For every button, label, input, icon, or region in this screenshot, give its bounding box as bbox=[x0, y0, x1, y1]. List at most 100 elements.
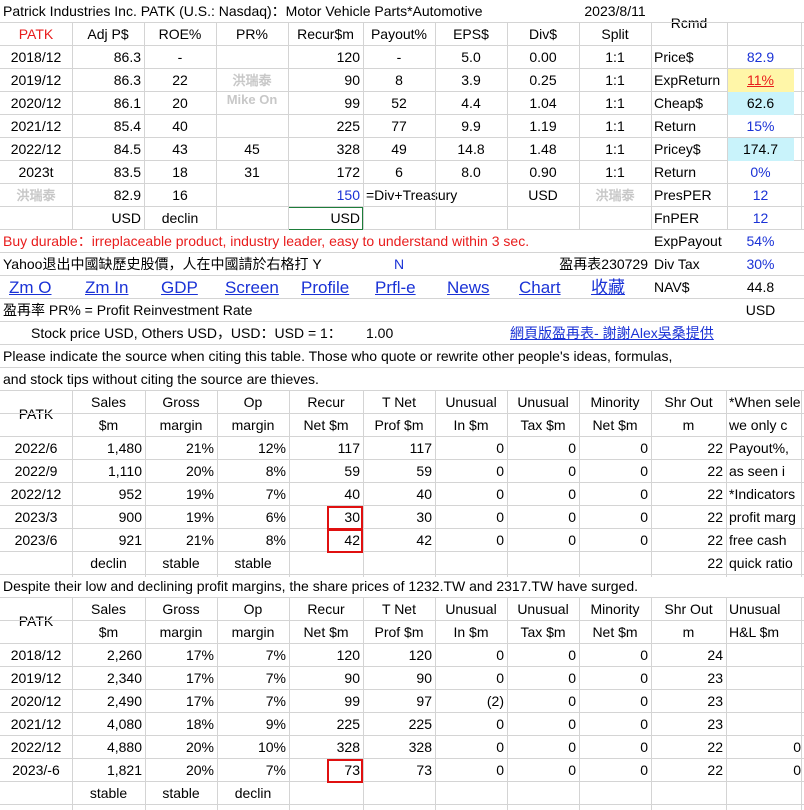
gridline bbox=[435, 23, 436, 230]
highlight-box bbox=[327, 506, 363, 530]
gridline bbox=[0, 367, 804, 368]
quarterly-cell: 0 bbox=[568, 486, 576, 502]
pr-definition: 盈再率 PR% = Profit Reinvestment Rate bbox=[3, 302, 253, 318]
annual-top-header: Div$ bbox=[528, 26, 557, 42]
annual-top-cell: 328 bbox=[336, 141, 360, 157]
annual-top-cell bbox=[216, 46, 288, 69]
annual-top-cell: 90 bbox=[344, 72, 360, 88]
right-panel-value: 30% bbox=[746, 256, 775, 272]
annual-bottom-cell: declin bbox=[234, 785, 272, 801]
annual-bottom-cell bbox=[363, 782, 435, 805]
quarterly-cell: 921 bbox=[118, 532, 142, 548]
annual-bottom-cell: 0 bbox=[640, 647, 648, 663]
gridline bbox=[289, 598, 290, 810]
nav-link[interactable]: Chart bbox=[519, 278, 561, 297]
pr-def-row: 盈再率 PR% = Profit Reinvestment Rate bbox=[0, 299, 804, 322]
quarterly-header: Shr Out bbox=[664, 394, 713, 410]
buy-note: Buy durable：irreplaceable product, indus… bbox=[3, 233, 530, 249]
gridline bbox=[0, 528, 804, 529]
annual-top-cell: 0.90 bbox=[529, 164, 557, 180]
right-panel-label: PresPER bbox=[654, 187, 712, 203]
gridline bbox=[0, 206, 804, 207]
gridline bbox=[0, 551, 804, 552]
nav-link[interactable]: Profile bbox=[301, 278, 350, 297]
page-title: Patrick Industries Inc. PATK (U.S.: Nasd… bbox=[3, 3, 483, 19]
right-panel-label: Return bbox=[654, 118, 697, 134]
gridline bbox=[0, 620, 804, 621]
annual-bottom-cell: 20% bbox=[185, 762, 214, 778]
gridline bbox=[579, 23, 580, 230]
notice-text: Please indicate the source when citing t… bbox=[3, 348, 673, 364]
annual-top-row: 2019/12 86.3 22 90 8 3.9 0.25 1:1 bbox=[0, 69, 804, 92]
annual-bottom-cell: 0 bbox=[568, 716, 576, 732]
nav-link[interactable]: Prfl-e bbox=[375, 278, 416, 297]
annual-bottom-cell bbox=[726, 667, 804, 690]
annual-bottom-row: stable stable declin bbox=[0, 782, 804, 805]
quarterly-cell: 0 bbox=[640, 486, 648, 502]
gridline bbox=[0, 781, 804, 782]
quarterly-row: 2022/6 1,480 21% 12% 117 117 0 0 0 22 Payout%, bbox=[0, 437, 804, 460]
annual-bottom-cell: 2,260 bbox=[106, 647, 142, 663]
gridline bbox=[0, 91, 804, 92]
annual-bottom-row: 2019/12 2,340 17% 7% 90 90 0 0 0 23 bbox=[0, 667, 804, 690]
annual-top-cell: 99 bbox=[344, 95, 360, 111]
annual-bottom-cell bbox=[289, 782, 363, 805]
annual-bottom-cell: 0 bbox=[496, 670, 504, 686]
quarterly-header: Net $m bbox=[592, 417, 638, 433]
annual-top-cell: 洪瑞泰 bbox=[16, 188, 56, 203]
quarterly-header: Tax $m bbox=[520, 417, 566, 433]
buy-note-row: Buy durable：irreplaceable product, indus… bbox=[0, 230, 804, 253]
right-panel-label: NAV$ bbox=[654, 279, 690, 295]
right-panel-value: 62.6 bbox=[727, 92, 794, 115]
annual-top-row: 2021/12 85.4 40 225 77 9.9 1.19 1:1 bbox=[0, 115, 804, 138]
annual-top-cell: 83.5 bbox=[113, 164, 141, 180]
nav-link[interactable]: 收藏 bbox=[591, 278, 625, 297]
annual-bottom-cell: 4,080 bbox=[106, 716, 142, 732]
nav-link[interactable]: Zm In bbox=[85, 278, 129, 297]
quarterly-cell: 900 bbox=[118, 509, 142, 525]
annual-bottom-cell: 23 bbox=[707, 716, 723, 732]
gridline bbox=[579, 598, 580, 810]
gridline bbox=[0, 712, 804, 713]
nav-link[interactable]: News bbox=[447, 278, 490, 297]
gridline bbox=[72, 391, 73, 577]
annual-top-cell: 20 bbox=[172, 95, 188, 111]
gridline bbox=[145, 598, 146, 810]
right-panel-label: Div Tax bbox=[654, 256, 700, 272]
annual-bottom-cell: 7% bbox=[265, 762, 286, 778]
annual-bottom-cell: 73 bbox=[416, 762, 432, 778]
quarterly-header: Unusual bbox=[445, 394, 497, 410]
annual-top-cell: 40 bbox=[172, 118, 188, 134]
quarterly-cell: 42 bbox=[344, 532, 360, 548]
nav-link[interactable]: Zm O bbox=[9, 278, 52, 297]
gridline bbox=[0, 689, 804, 690]
annual-bottom-header: $m bbox=[98, 624, 119, 640]
gridline bbox=[216, 23, 217, 230]
gridline bbox=[0, 45, 804, 46]
quarterly-header: m bbox=[682, 417, 695, 433]
quarterly-cell: 0 bbox=[568, 532, 576, 548]
gridline bbox=[726, 598, 727, 810]
annual-top-cell: USD bbox=[330, 210, 360, 226]
annual-bottom-header-row: $m margin margin Net $m Prof $m In $m Tax $m Ne… bbox=[0, 621, 804, 644]
quarterly-cell: 2022/12 bbox=[10, 486, 62, 502]
gridline bbox=[0, 68, 804, 69]
nav-link[interactable]: Screen bbox=[225, 278, 279, 297]
annual-top-header: Payout% bbox=[370, 26, 428, 42]
annual-top-cell: 1:1 bbox=[605, 141, 625, 157]
credit-link[interactable]: 網頁版盈再表- 謝謝Alex吳桑提供 bbox=[510, 325, 714, 341]
gridline bbox=[0, 22, 804, 23]
yahoo-flag-input[interactable]: N bbox=[393, 256, 405, 272]
quarterly-cell: 1,110 bbox=[108, 463, 142, 479]
gridline bbox=[507, 598, 508, 810]
annual-bottom-header: PATK bbox=[18, 613, 54, 629]
right-panel-value: 11% bbox=[727, 69, 794, 92]
annual-top-cell: 2020/12 bbox=[10, 95, 62, 111]
annual-top-cell: 1:1 bbox=[605, 95, 625, 111]
annual-top-cell: 1.04 bbox=[529, 95, 557, 111]
annual-bottom-cell: 0 bbox=[496, 739, 504, 755]
nav-link[interactable]: GDP bbox=[161, 278, 198, 297]
gridline bbox=[0, 137, 804, 138]
right-panel-value: USD bbox=[745, 302, 776, 318]
quarterly-cell: 0 bbox=[640, 463, 648, 479]
